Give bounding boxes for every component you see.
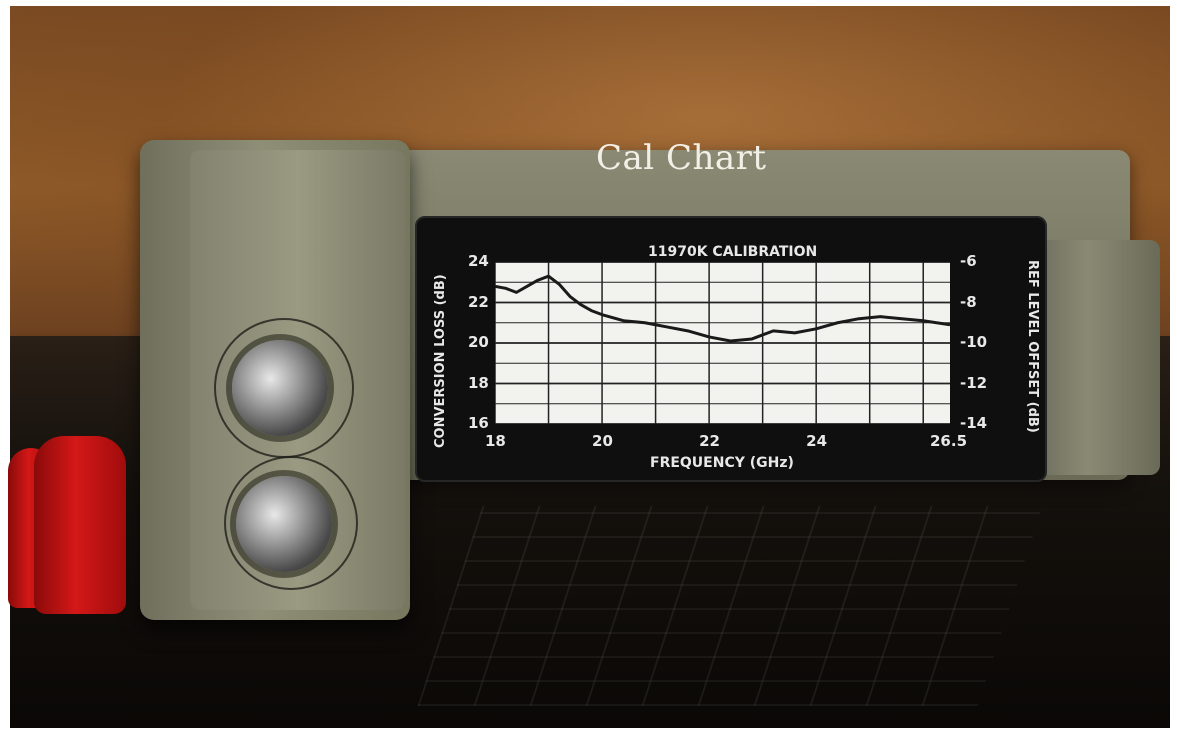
y-tick-label-right: -6 bbox=[960, 252, 977, 270]
protective-cap-right bbox=[34, 436, 126, 614]
y-tick-label-left: 18 bbox=[468, 373, 489, 392]
mixer-end-cap bbox=[1040, 240, 1160, 475]
chart-title: 11970K CALIBRATION bbox=[648, 244, 818, 260]
x-tick-label: 24 bbox=[806, 432, 828, 450]
x-tick-label: 22 bbox=[699, 432, 720, 450]
lower-connector-ring bbox=[224, 456, 358, 590]
chart-reflection bbox=[417, 506, 1043, 706]
y-axis-left-title: CONVERSION LOSS (dB) bbox=[433, 274, 448, 448]
y-tick-label-right: -10 bbox=[960, 333, 988, 351]
y-tick-label-right: -8 bbox=[960, 292, 977, 311]
y-tick-label-right: -14 bbox=[960, 414, 988, 432]
x-axis-title: FREQUENCY (GHz) bbox=[650, 455, 794, 471]
x-tick-label: 26.5 bbox=[930, 432, 968, 450]
y-tick-label-left: 16 bbox=[468, 414, 489, 432]
y-tick-label-left: 24 bbox=[468, 252, 489, 270]
lower-connector bbox=[236, 476, 332, 572]
calibration-plot bbox=[494, 261, 951, 425]
y-tick-label-right: -12 bbox=[960, 373, 988, 392]
caption-title: Cal Chart bbox=[596, 138, 767, 178]
x-tick-label: 18 bbox=[485, 432, 506, 450]
y-tick-label-left: 22 bbox=[468, 292, 489, 311]
y-axis-right-title: REF LEVEL OFFSET (dB) bbox=[1025, 260, 1040, 433]
plot-area bbox=[494, 261, 951, 425]
y-tick-label-left: 20 bbox=[468, 333, 489, 351]
upper-connector bbox=[232, 340, 328, 436]
x-tick-label: 20 bbox=[592, 432, 613, 450]
calibration-curve bbox=[494, 274, 951, 343]
